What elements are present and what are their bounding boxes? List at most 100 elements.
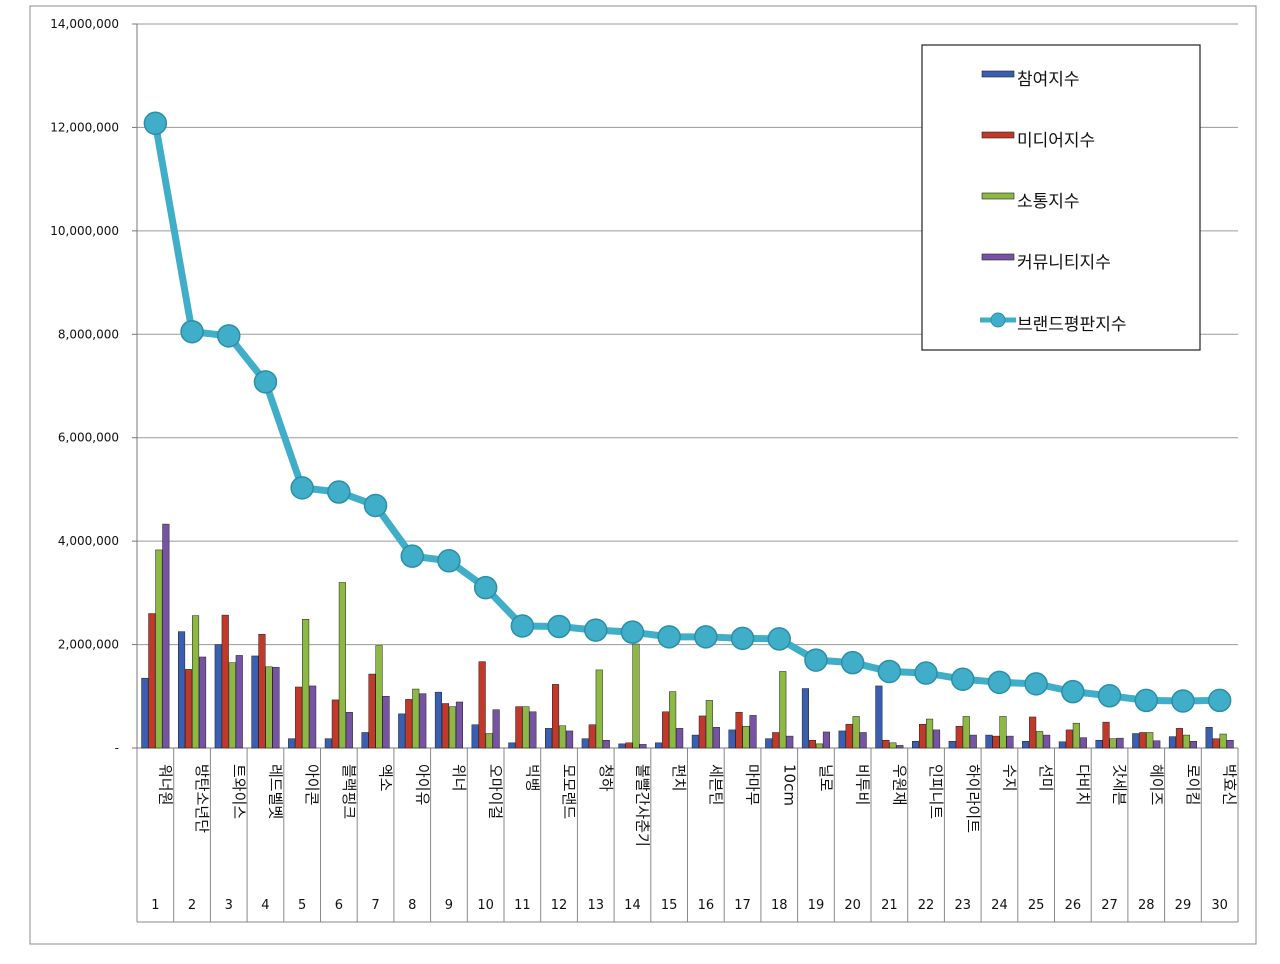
line-point	[253, 370, 278, 394]
bar-3	[228, 662, 236, 749]
line-point	[363, 493, 388, 518]
line-point	[143, 111, 168, 136]
category-label: 닐로	[817, 764, 835, 792]
line-point	[217, 324, 241, 348]
bar-1	[618, 743, 626, 749]
legend-box	[921, 44, 1201, 351]
bar-3	[559, 725, 567, 749]
bar-4	[712, 727, 720, 749]
y-tick-label: 2,000,000	[58, 638, 119, 652]
bar-1	[398, 713, 406, 749]
bar-4	[382, 696, 390, 749]
bar-3	[779, 671, 787, 749]
bar-1	[1205, 727, 1213, 749]
bar-3	[926, 718, 934, 749]
bar-4	[602, 739, 610, 749]
rank-label: 12	[551, 898, 568, 913]
legend-label: 커뮤니티지수	[1017, 253, 1111, 273]
rank-label: 26	[1065, 898, 1082, 913]
rank-label: 14	[624, 898, 641, 913]
category-label: 10cm	[780, 764, 798, 806]
category-table: 워너원 1 방탄소년단 2 트와이스 3 레드벨벳 4 아이콘 5 블랙핑크 6 엑소 7 아이유 8 위너 9 오…	[136, 748, 1239, 923]
bar-2	[992, 735, 1000, 749]
bar-3	[412, 688, 420, 749]
y-tick-label: 6,000,000	[58, 431, 119, 445]
bar-4	[639, 744, 647, 749]
category-label: 아이콘	[303, 764, 321, 805]
rank-label: 24	[991, 898, 1008, 913]
category-label: 트와이스	[230, 764, 248, 819]
bar-2	[955, 726, 963, 749]
bar-4	[749, 715, 757, 749]
rank-label: 4	[261, 898, 269, 913]
bar-1	[545, 728, 553, 749]
rank-label: 6	[335, 898, 343, 913]
bar-3	[522, 706, 530, 749]
bar-1	[765, 738, 773, 749]
rank-label: 11	[514, 898, 531, 913]
bar-3	[632, 643, 640, 749]
line-point	[547, 614, 571, 639]
bar-4	[822, 731, 831, 749]
bar-1	[178, 631, 186, 749]
y-tick-label: 14,000,000	[50, 17, 119, 31]
bar-2	[735, 712, 743, 749]
category-label: 펀치	[670, 764, 688, 792]
bar-4	[162, 523, 170, 749]
category-label: 레드벨벳	[266, 764, 284, 819]
bar-2	[368, 673, 376, 749]
line-point	[620, 620, 645, 644]
line-point	[1134, 688, 1158, 713]
category-label: 블랙핑크	[340, 764, 358, 819]
bar-3	[302, 618, 310, 749]
line-point	[473, 575, 498, 600]
rank-label: 13	[587, 898, 604, 913]
rank-label: 27	[1101, 898, 1118, 913]
bar-3	[375, 645, 383, 749]
bar-3	[1219, 733, 1227, 749]
rank-label: 9	[445, 898, 453, 913]
line-point	[914, 661, 938, 685]
line-point	[730, 626, 755, 651]
bar-2	[808, 739, 817, 749]
legend-label: 브랜드평판지수	[1017, 315, 1126, 335]
bar-4	[309, 685, 317, 749]
legend-label: 소통지수	[1017, 192, 1080, 212]
bar-1	[1022, 741, 1030, 749]
legend-swatch	[981, 131, 1015, 139]
line-point	[584, 618, 608, 642]
bar-2	[515, 706, 523, 749]
rank-label: 30	[1211, 898, 1228, 913]
rank-label: 28	[1138, 898, 1155, 913]
bar-4	[786, 735, 794, 749]
bar-2	[845, 723, 853, 749]
category-label: 방탄소년단	[193, 764, 211, 833]
category-label: 로이킴	[1184, 764, 1202, 805]
bar-4	[529, 711, 537, 749]
line-point	[767, 627, 791, 651]
bar-3	[999, 716, 1007, 749]
bar-3	[595, 669, 603, 749]
bar-2	[148, 613, 156, 749]
bar-4	[1189, 741, 1198, 749]
rank-label: 5	[298, 898, 306, 913]
line-point	[290, 476, 314, 500]
category-label: 엑소	[377, 764, 395, 792]
bar-1	[251, 655, 259, 749]
bar-2	[552, 684, 560, 749]
rank-label: 7	[371, 898, 379, 913]
rank-label: 10	[477, 898, 494, 913]
bar-1	[655, 742, 663, 749]
bar-4	[1043, 734, 1051, 749]
rank-label: 15	[661, 898, 678, 913]
bar-1	[838, 730, 846, 749]
bar-1	[728, 729, 736, 749]
line-point	[1171, 689, 1195, 713]
line-point	[951, 667, 975, 691]
bar-3	[265, 666, 273, 749]
rank-label: 25	[1028, 898, 1045, 913]
bar-2	[441, 703, 449, 749]
bar-1	[434, 691, 442, 749]
category-label: 모모랜드	[560, 764, 578, 819]
